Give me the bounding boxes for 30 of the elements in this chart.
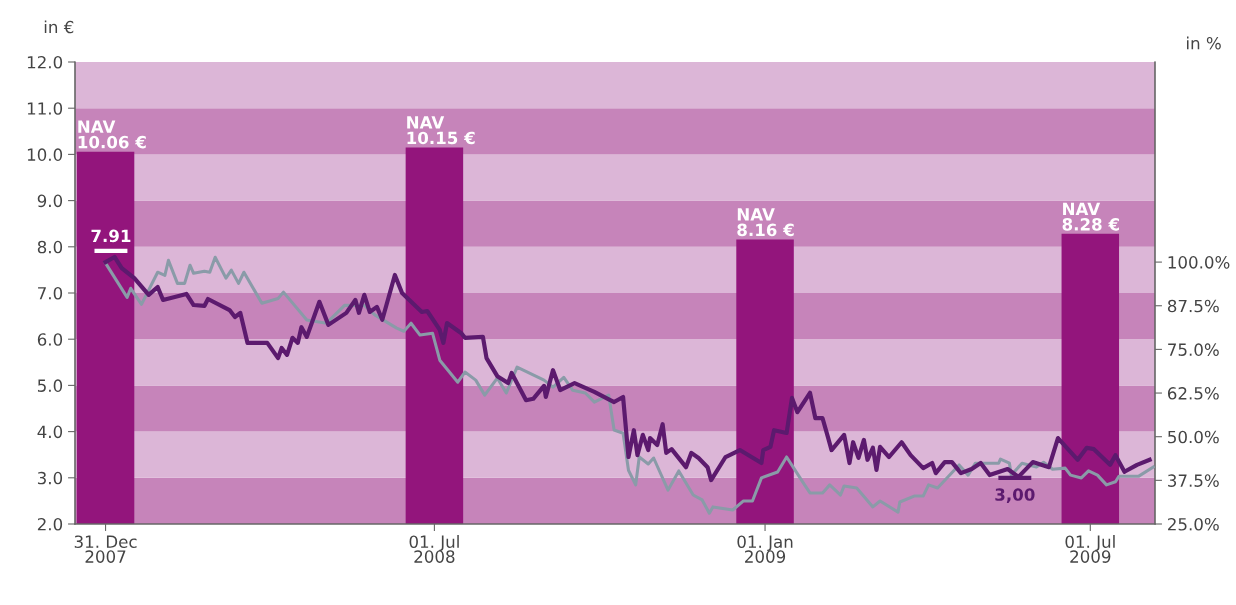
y2-axis-title: in % [1187, 36, 1221, 50]
y2-tick-label: 100.0% [1168, 256, 1230, 269]
y-tick-label: 6.0 [37, 333, 63, 346]
y2-tick-label: 87.5% [1167, 299, 1219, 313]
y-tick-label: 8.0 [37, 240, 63, 254]
y-tick-label: 12.0 [27, 55, 63, 69]
y2-tick-label: 37.5% [1168, 474, 1219, 487]
annotation: 3,00 [995, 488, 1035, 503]
x-tick-label: 01. Jul 2008 [409, 535, 459, 563]
y-tick-label: 10.0 [27, 148, 63, 161]
data-label: NAV 8.16 € [737, 208, 794, 237]
y-tick-label: 9.0 [37, 194, 63, 208]
x-tick-label: 01. Jan 2009 [737, 535, 793, 563]
y-tick-label: 2.0 [37, 517, 63, 531]
y-tick-label: 7.0 [38, 286, 63, 300]
y-tick-label: 5.0 [37, 379, 63, 392]
x-tick-label: 01. Jul 2009 [1065, 535, 1115, 563]
x-tick-label: 31. Dec 2007 [74, 535, 137, 563]
y2-tick-label: 25.0% [1168, 517, 1219, 531]
y-axis-title: in € [44, 20, 74, 34]
annotation: 7.91 [91, 229, 131, 243]
y-tick-label: 3.0 [37, 471, 63, 485]
y2-tick-label: 50.0% [1168, 430, 1219, 444]
data-label: NAV 8.28 € [1062, 202, 1119, 231]
y-tick-label: 11.0 [27, 102, 63, 115]
y2-tick-label: 62.5% [1167, 387, 1219, 400]
data-label: NAV 10.15 € [407, 116, 475, 145]
y2-tick-label: 75.0% [1168, 343, 1219, 356]
y-tick-label: 4.0 [37, 425, 63, 439]
data-label: NAV 10.06 € [78, 120, 146, 149]
